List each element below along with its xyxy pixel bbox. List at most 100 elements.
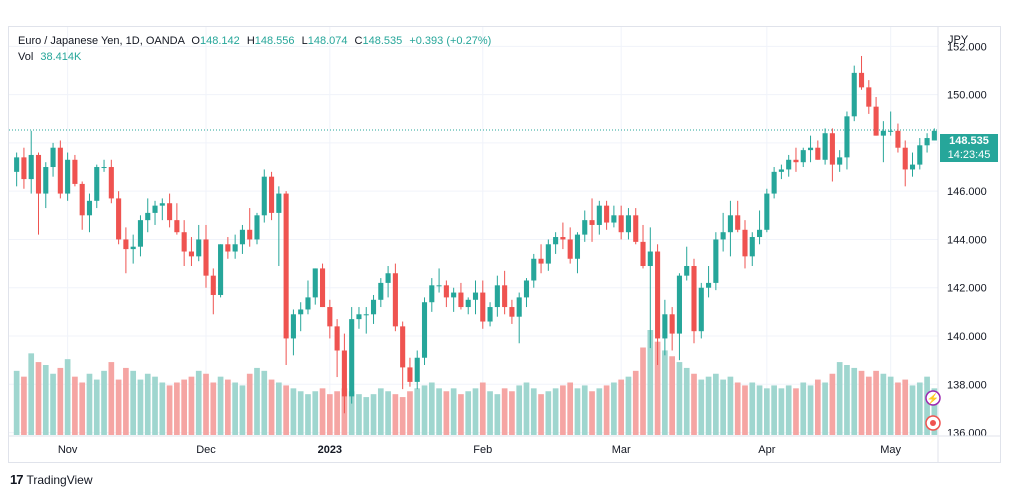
volume-bar bbox=[188, 376, 195, 435]
volume-bar bbox=[166, 385, 173, 435]
candle-body bbox=[218, 244, 224, 295]
volume-bar bbox=[618, 379, 625, 435]
candle-body bbox=[844, 116, 850, 158]
chart-frame bbox=[8, 26, 1001, 463]
volume-bar bbox=[57, 367, 64, 435]
volume-bar bbox=[734, 382, 741, 435]
candle-body bbox=[378, 282, 384, 300]
volume-bar bbox=[239, 385, 246, 435]
candle-body bbox=[341, 350, 347, 397]
candle-body bbox=[640, 241, 646, 267]
candle-body bbox=[771, 171, 777, 194]
candle-body bbox=[706, 282, 712, 288]
volume-bar bbox=[261, 370, 268, 435]
volume-bar bbox=[21, 376, 27, 435]
volume-bar bbox=[924, 376, 930, 435]
candle-body bbox=[392, 273, 398, 327]
candle-body bbox=[334, 326, 340, 351]
volume-bar bbox=[552, 388, 559, 435]
volume-bar bbox=[800, 382, 807, 435]
volume-bar bbox=[290, 388, 297, 435]
volume-bar bbox=[530, 388, 537, 435]
volume-bar bbox=[101, 370, 107, 435]
candle-body bbox=[487, 307, 493, 322]
volume-bar bbox=[79, 382, 86, 435]
volume-bar bbox=[436, 388, 442, 435]
candle-body bbox=[261, 176, 267, 216]
volume-bar bbox=[428, 382, 435, 435]
candle-body bbox=[676, 275, 682, 334]
candle-body bbox=[465, 299, 471, 308]
candle-body bbox=[210, 275, 216, 295]
candle-body bbox=[327, 307, 333, 327]
candle-body bbox=[137, 220, 144, 247]
volume-label: Vol bbox=[18, 51, 34, 63]
volume-bar bbox=[64, 359, 71, 435]
volume-bar bbox=[909, 385, 916, 435]
candle-body bbox=[611, 215, 617, 223]
volume-bar bbox=[312, 391, 319, 435]
volume-bar bbox=[297, 391, 304, 435]
change-value: +0.393 (+0.27%) bbox=[409, 35, 492, 47]
high-label: H bbox=[246, 35, 255, 47]
candle-body bbox=[582, 220, 588, 235]
candle-body bbox=[312, 268, 318, 298]
volume-bar bbox=[93, 379, 100, 435]
volume-bar bbox=[283, 385, 289, 435]
volume-bar bbox=[844, 365, 850, 435]
candle-body bbox=[65, 159, 71, 194]
volume-bar bbox=[822, 382, 828, 435]
candle-body bbox=[662, 314, 668, 339]
candle-body bbox=[888, 130, 894, 132]
volume-bar bbox=[545, 391, 552, 435]
candle-body bbox=[924, 138, 930, 146]
volume-bar bbox=[676, 362, 683, 435]
candle-body bbox=[902, 147, 908, 170]
volume-bar bbox=[246, 373, 253, 435]
volume-bar bbox=[319, 388, 326, 435]
candle-body bbox=[443, 285, 449, 298]
symbol-interval: 1D bbox=[125, 35, 140, 47]
volume-bar bbox=[516, 385, 523, 435]
candle-body bbox=[560, 237, 566, 240]
y-tick-label: 140.000 bbox=[947, 331, 987, 343]
candle-body bbox=[786, 159, 792, 170]
candle-body bbox=[567, 239, 573, 259]
volume-bar bbox=[472, 388, 479, 435]
volume-bar bbox=[414, 388, 421, 435]
volume-bar bbox=[487, 391, 493, 435]
candle-body bbox=[436, 285, 442, 287]
candle-body bbox=[553, 237, 559, 245]
candle-body bbox=[167, 203, 173, 221]
symbol-name: Euro / Japanese Yen bbox=[18, 35, 120, 47]
volume-bar bbox=[778, 388, 785, 435]
candle-body bbox=[545, 244, 551, 264]
candle-body bbox=[370, 299, 377, 315]
volume-bar bbox=[450, 388, 457, 435]
candle-body bbox=[822, 133, 828, 160]
candle-body bbox=[742, 229, 748, 257]
volume-bar bbox=[42, 365, 49, 435]
brand[interactable]: 17 TradingView bbox=[10, 472, 93, 487]
volume-bar bbox=[130, 370, 137, 435]
candle-body bbox=[57, 147, 63, 194]
volume-bar bbox=[115, 379, 122, 435]
candle-body bbox=[429, 285, 435, 303]
volume-bar bbox=[742, 385, 748, 435]
volume-bar bbox=[276, 382, 282, 435]
volume-bar bbox=[152, 376, 158, 435]
candle-body bbox=[531, 258, 537, 281]
low-value: 148.074 bbox=[307, 35, 348, 47]
candle-body bbox=[502, 285, 508, 308]
volume-bar bbox=[887, 376, 894, 435]
volume-bar bbox=[662, 350, 668, 435]
volume-bar bbox=[654, 341, 661, 435]
volume-bar bbox=[581, 385, 588, 435]
current-price-tag: 148.535 bbox=[940, 134, 998, 148]
volume-bar bbox=[902, 379, 909, 435]
volume-bar bbox=[560, 385, 566, 435]
volume-bar bbox=[501, 388, 508, 435]
candle-body bbox=[472, 292, 479, 300]
candle-body bbox=[94, 167, 100, 201]
